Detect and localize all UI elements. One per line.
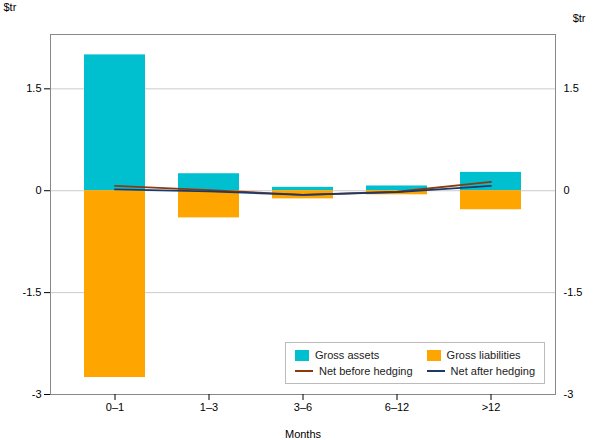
svg-text:0–1: 0–1 — [106, 401, 124, 413]
html-text:Net before hedging: Net before hedging — [319, 365, 413, 377]
html-text:Gross assets: Gross assets — [315, 349, 380, 361]
svg-text:$tr: $tr — [573, 12, 586, 24]
html-text:Net after hedging: Net after hedging — [450, 365, 535, 377]
svg-text:-3: -3 — [564, 388, 574, 400]
svg-text:1.5: 1.5 — [564, 82, 579, 94]
svg-text:$tr: $tr — [4, 1, 17, 13]
svg-text:1.5: 1.5 — [26, 82, 41, 94]
svg-text:0: 0 — [35, 184, 41, 196]
svg-text:-1.5: -1.5 — [23, 286, 42, 298]
html-text:Gross liabilities: Gross liabilities — [446, 349, 521, 361]
svg-text:0: 0 — [564, 184, 570, 196]
svg-text:3–6: 3–6 — [294, 401, 312, 413]
svg-text:-3: -3 — [32, 388, 42, 400]
svg-text:Months: Months — [285, 428, 322, 440]
svg-text:6–12: 6–12 — [385, 401, 409, 413]
svg-text:-1.5: -1.5 — [564, 286, 583, 298]
svg-text:>12: >12 — [482, 401, 501, 413]
svg-text:1–3: 1–3 — [200, 401, 218, 413]
